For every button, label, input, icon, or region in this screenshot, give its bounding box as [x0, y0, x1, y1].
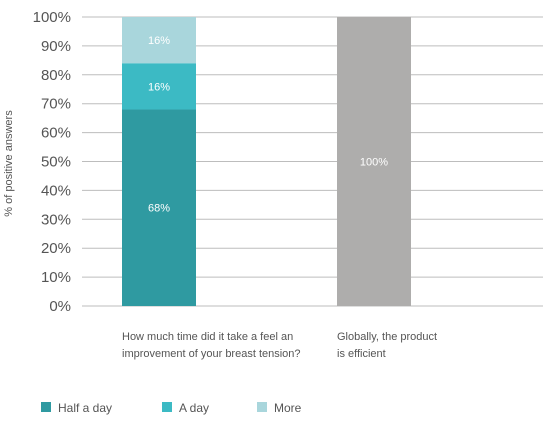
legend-swatch — [41, 402, 51, 412]
data-label: 16% — [148, 35, 170, 47]
legend-swatch — [257, 402, 267, 412]
bar-segment — [122, 109, 196, 306]
bar-segment — [122, 63, 196, 110]
y-tick-label: 0% — [49, 298, 71, 315]
bar-segment — [122, 17, 196, 64]
y-tick-label: 70% — [41, 96, 71, 113]
legend-label: Half a day — [58, 401, 112, 415]
x-category-label: How much time did it take a feel an — [122, 331, 293, 343]
x-category-label: improvement of your breast tension? — [122, 348, 301, 360]
data-label: 16% — [148, 81, 170, 93]
y-tick-label: 80% — [41, 67, 71, 84]
y-tick-label: 50% — [41, 154, 71, 171]
y-axis-label: % of positive answers — [3, 110, 15, 217]
legend-swatch — [162, 402, 172, 412]
y-tick-label: 60% — [41, 125, 71, 142]
bar-segment — [337, 17, 411, 306]
x-category-label: Globally, the product — [337, 331, 437, 343]
data-label: 100% — [360, 157, 388, 169]
y-tick-label: 90% — [41, 38, 71, 55]
legend-label: A day — [179, 401, 209, 415]
x-category-label: is efficient — [337, 348, 386, 360]
legend-label: More — [274, 401, 302, 415]
y-tick-label: 100% — [33, 9, 71, 26]
y-tick-label: 40% — [41, 182, 71, 199]
y-tick-label: 20% — [41, 240, 71, 257]
data-label: 68% — [148, 203, 170, 215]
y-tick-label: 10% — [41, 269, 71, 286]
y-tick-label: 30% — [41, 211, 71, 228]
